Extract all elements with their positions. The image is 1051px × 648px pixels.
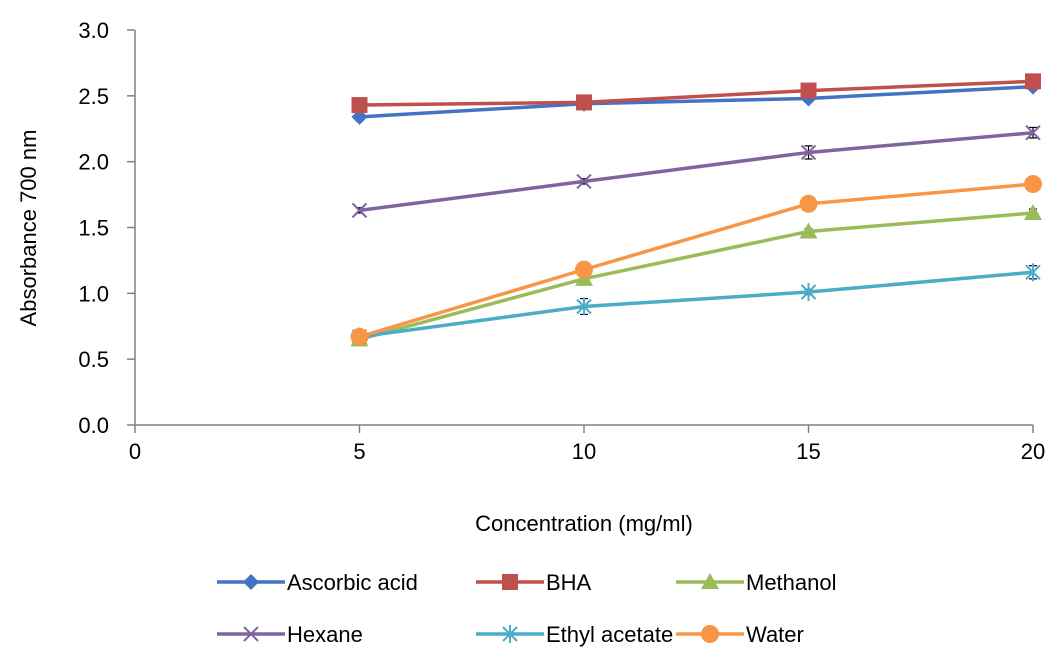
legend-label: Ethyl acetate: [546, 622, 673, 647]
data-point: [350, 327, 369, 346]
legend-label: Hexane: [287, 622, 363, 647]
legend-entry: Ethyl acetate: [476, 622, 673, 647]
series-line: [358, 182, 1034, 339]
data-point: [576, 297, 592, 316]
legend-label: Water: [746, 622, 804, 647]
y-tick-label: 0.0: [78, 413, 109, 438]
series-water: [350, 175, 1042, 346]
data-point: [800, 283, 817, 302]
series-bha: [351, 73, 1041, 114]
x-tick-label: 15: [796, 439, 820, 464]
x-axis-title: Concentration (mg/ml): [475, 511, 693, 536]
legend-entry: Ascorbic acid: [217, 570, 418, 595]
legend-label: Methanol: [746, 570, 837, 595]
data-point: [800, 144, 817, 161]
y-tick-label: 1.5: [78, 216, 109, 241]
legend-entry: BHA: [476, 570, 592, 595]
y-tick-label: 2.0: [78, 150, 109, 175]
data-point: [1025, 124, 1041, 141]
legend-marker: [502, 625, 518, 643]
legend-entry: Hexane: [217, 622, 363, 647]
series-line: [359, 84, 1034, 119]
series-ethyl-acetate: [351, 263, 1041, 346]
data-point: [351, 97, 368, 114]
legend-marker: [502, 574, 518, 590]
x-tick-label: 0: [129, 439, 141, 464]
data-point: [1024, 204, 1042, 221]
data-point: [1024, 175, 1042, 194]
legend-entry: Methanol: [676, 570, 837, 595]
plot-series: [350, 73, 1042, 347]
legend-marker: [243, 626, 259, 642]
data-point: [800, 82, 817, 99]
legend-entry: Water: [676, 622, 804, 647]
series-methanol: [350, 204, 1042, 347]
data-point: [799, 194, 818, 213]
series-line: [359, 270, 1034, 339]
data-point: [1025, 73, 1041, 90]
y-axis-title: Absorbance 700 nm: [16, 130, 41, 327]
legend-marker: [701, 573, 719, 589]
x-tick-label: 20: [1021, 439, 1045, 464]
data-point: [576, 94, 592, 111]
y-tick-label: 2.5: [78, 84, 109, 109]
data-point: [799, 222, 818, 239]
legend-marker: [243, 574, 259, 590]
legend-marker: [701, 625, 719, 643]
y-tick-label: 0.5: [78, 347, 109, 372]
data-point: [575, 260, 593, 279]
axes: [134, 30, 1033, 426]
data-point: [1025, 263, 1041, 282]
series-line: [359, 211, 1034, 342]
y-ticks: 0.0 0.5 1.0 1.5 2.0 2.5 3.0: [78, 18, 135, 438]
y-tick-label: 1.0: [78, 281, 109, 306]
y-tick-label: 3.0: [78, 18, 109, 43]
series-line: [359, 130, 1034, 213]
x-tick-label: 5: [353, 439, 365, 464]
legend-label: BHA: [546, 570, 592, 595]
data-point: [576, 173, 592, 190]
legend-label: Ascorbic acid: [287, 570, 418, 595]
legend: Ascorbic acid BHA Methanol Hexane Ethyl acet…: [217, 570, 837, 647]
x-tick-label: 10: [572, 439, 596, 464]
series-line: [359, 79, 1034, 107]
x-ticks: 0 5 10 15 20: [129, 425, 1045, 464]
series-hexane: [351, 124, 1041, 219]
data-point: [351, 202, 368, 219]
